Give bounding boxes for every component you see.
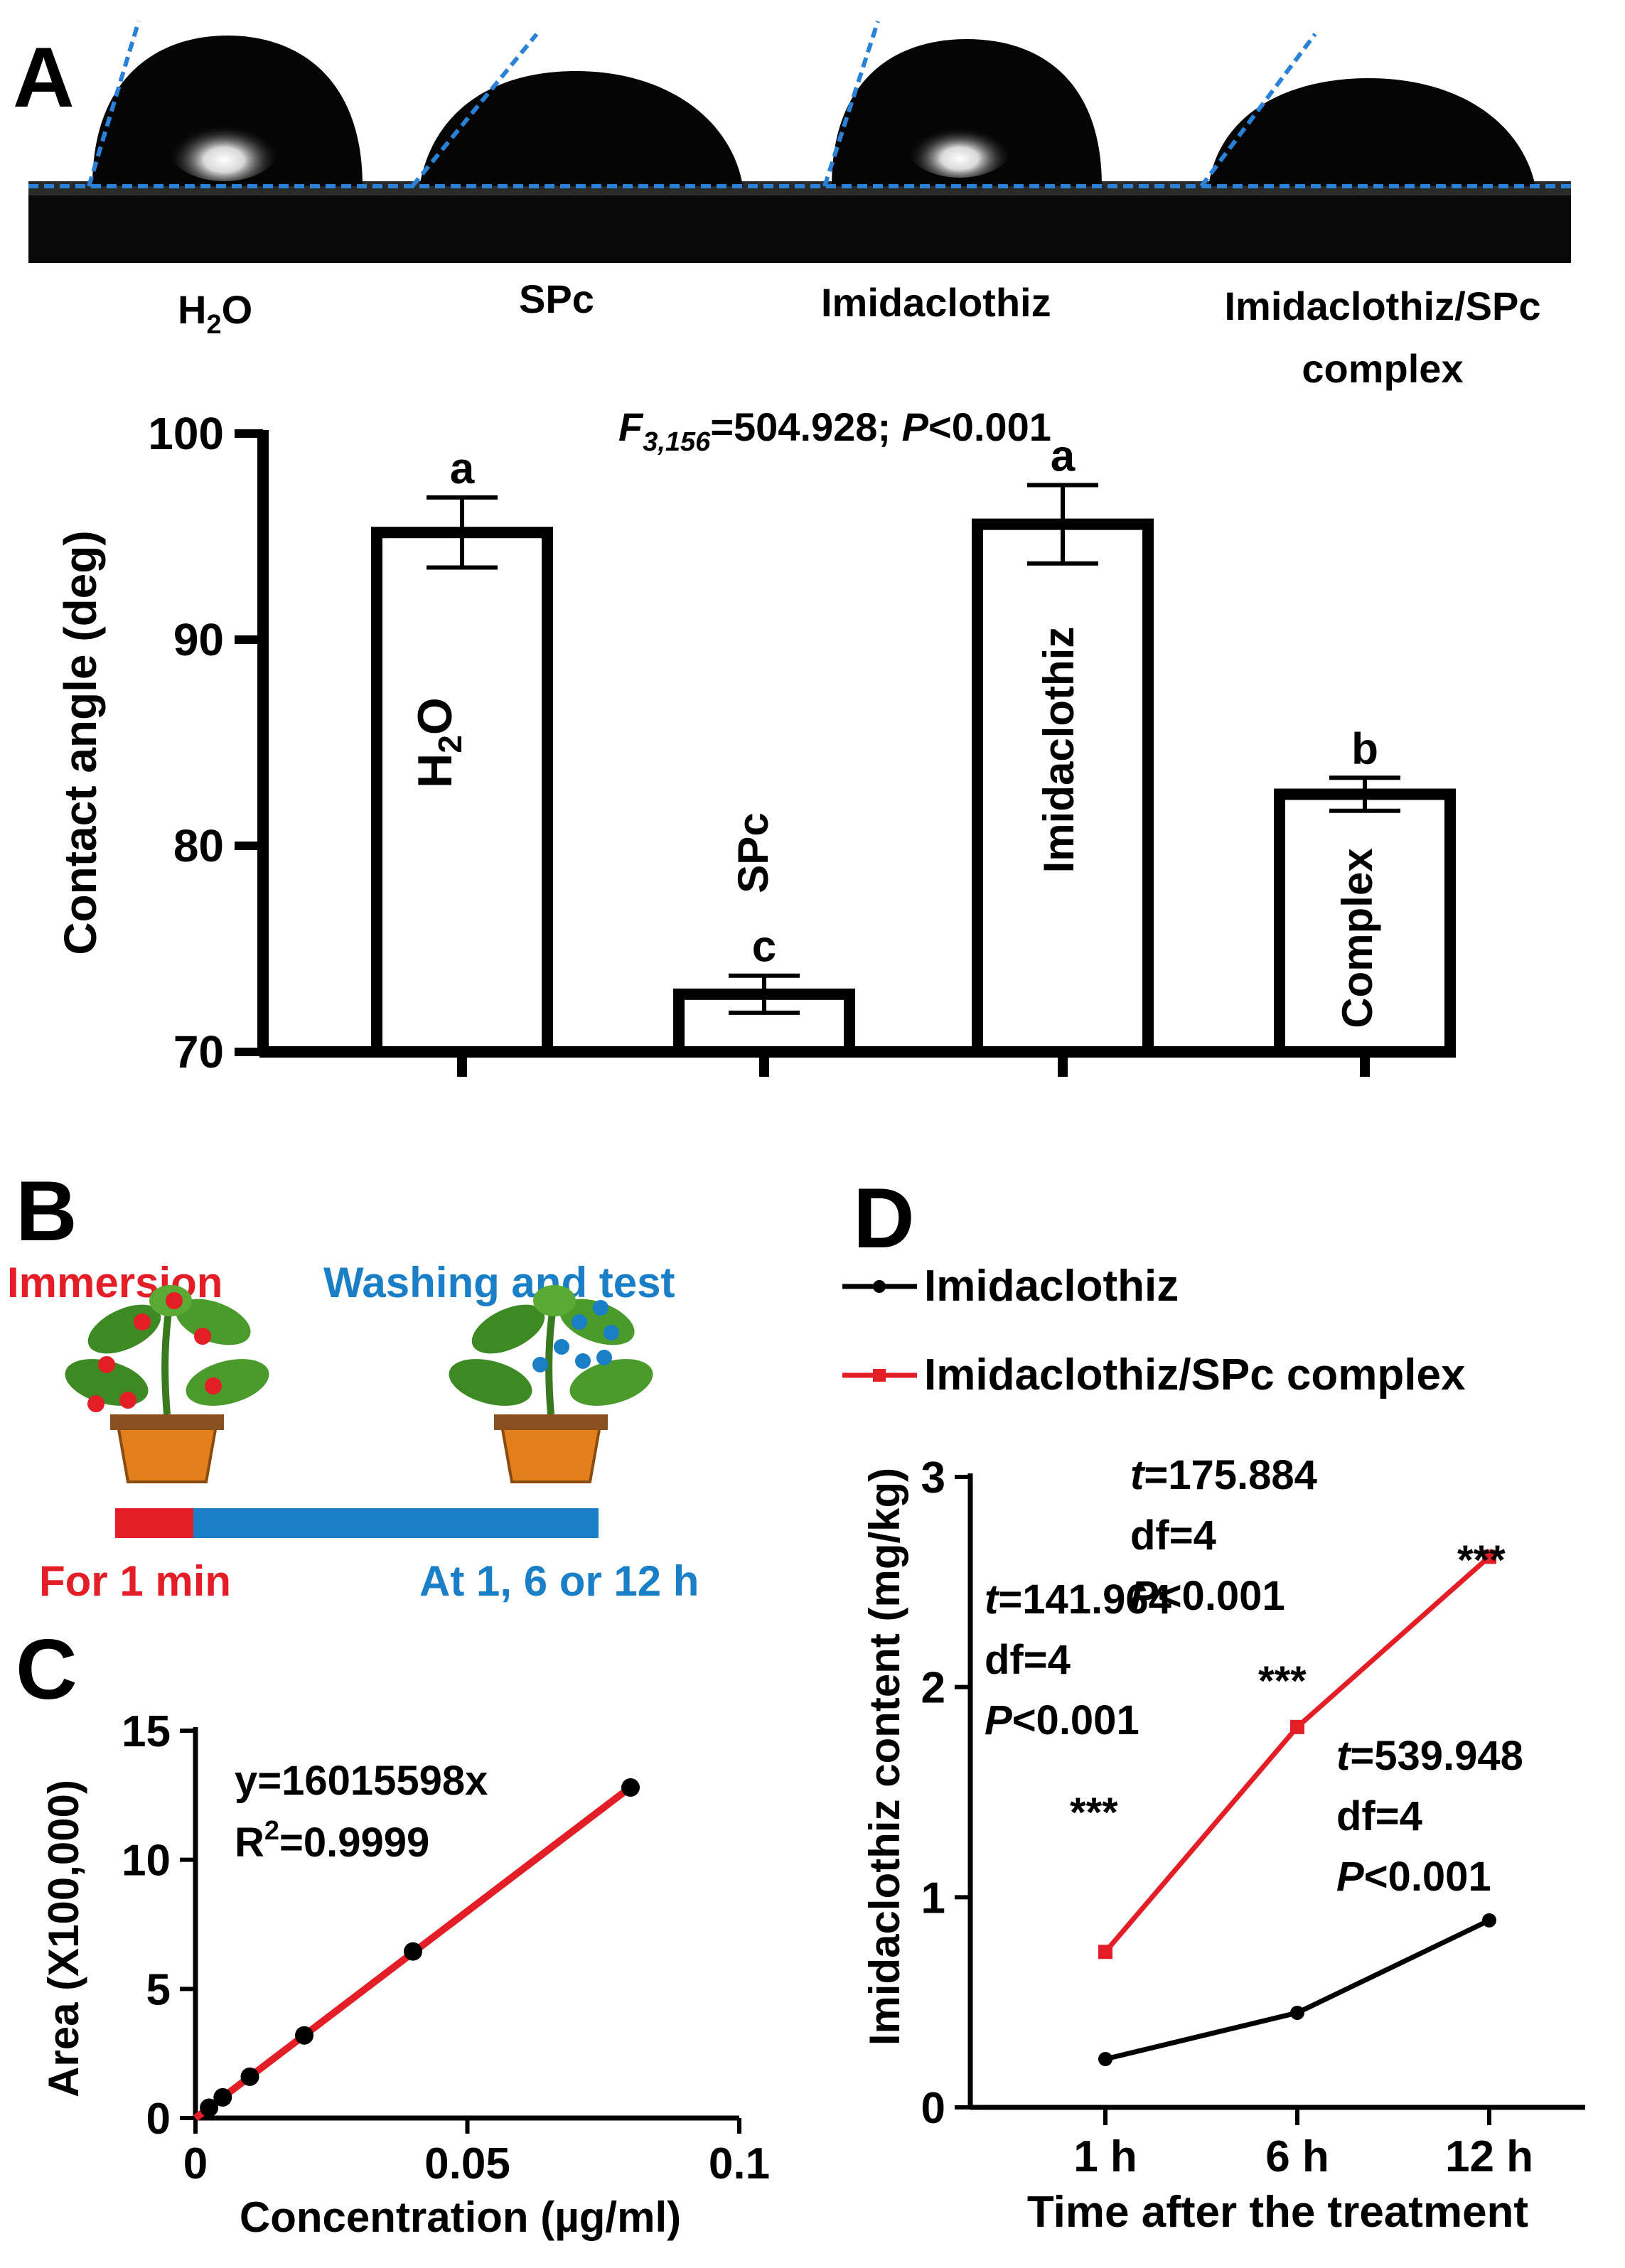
imidaclothiz-content-chart: 0 1 2 3 1 h 6 h 12 h Time after the treatment Im… — [842, 1262, 1585, 2237]
data-point — [200, 2098, 219, 2117]
droplet-label-imidaclothiz: Imidaclothiz — [821, 280, 1051, 325]
x-tick-label: 0 — [183, 2139, 208, 2188]
y-tick-label: 3 — [921, 1453, 945, 1503]
duration-label: For 1 min — [39, 1557, 231, 1605]
data-point — [240, 2067, 259, 2086]
plant-washing-icon — [449, 1285, 653, 1483]
panel-c-letter: C — [16, 1622, 77, 1717]
washing-timebar — [193, 1508, 599, 1538]
panel-b-letter: B — [16, 1163, 77, 1259]
droplet-photo — [28, 21, 1571, 263]
series-point — [1098, 1945, 1112, 1960]
svg-text:***: *** — [1070, 1790, 1118, 1836]
x-tick-label: 6 h — [1265, 2132, 1329, 2181]
svg-text:df=4: df=4 — [1336, 1793, 1422, 1839]
contact-angle-bar-chart: 70 80 90 100 Contact angle (deg) a c a b — [55, 408, 1456, 1077]
svg-text:df=4: df=4 — [985, 1637, 1071, 1683]
series-point — [1290, 1719, 1304, 1734]
svg-text:t=141.964: t=141.964 — [985, 1576, 1171, 1623]
data-point — [295, 2026, 313, 2045]
y-tick-label: 5 — [146, 1965, 171, 2014]
series-point — [1482, 1913, 1496, 1928]
y-tick-label: 0 — [921, 2084, 945, 2133]
calibration-r2: R2=0.9999 — [235, 1816, 429, 1866]
series-line-0 — [1105, 1918, 1491, 2062]
series-point — [1098, 2051, 1112, 2066]
droplet-complex — [1208, 78, 1535, 186]
immersion-timebar — [115, 1508, 193, 1538]
legend-label: Imidaclothiz/SPc complex — [924, 1350, 1466, 1399]
bar-inlabel-imidaclothiz: Imidaclothiz — [1035, 627, 1083, 874]
calibration-equation: y=16015598x — [235, 1758, 488, 1804]
x-axis-label: Concentration (µg/ml) — [240, 2193, 681, 2241]
svg-text:t=175.884: t=175.884 — [1130, 1452, 1317, 1498]
legend-marker — [873, 1369, 886, 1382]
y-tick-label: 10 — [122, 1837, 171, 1886]
bar-Complex — [1274, 788, 1456, 1058]
calibration-curve-chart: 0 5 10 15 0 0.05 0.1 Concentration (µg/ml) Area … — [40, 1707, 770, 2241]
droplet-label-complex-2: complex — [1302, 346, 1463, 391]
significance-letter: a — [1051, 432, 1076, 481]
bar-inlabel-complex: Complex — [1334, 848, 1381, 1028]
data-point — [404, 1942, 422, 1961]
legend-marker — [873, 1280, 886, 1293]
svg-text:***: *** — [1258, 1658, 1307, 1704]
annotation-6h: t=175.884 df=4 P<0.001 *** *** — [1130, 1452, 1506, 1704]
svg-text:P<0.001: P<0.001 — [1336, 1854, 1491, 1900]
y-tick-label: 15 — [122, 1707, 171, 1756]
plant-immersion-icon — [65, 1285, 269, 1483]
annotation-12h: t=539.948 df=4 P<0.001 — [1336, 1733, 1523, 1900]
x-tick-label: 1 h — [1073, 2132, 1137, 2181]
y-tick-label: 0 — [146, 2095, 171, 2144]
bar-H2O — [371, 527, 553, 1058]
svg-text:***: *** — [1457, 1537, 1506, 1584]
timepoints-label: At 1, 6 or 12 h — [419, 1557, 699, 1605]
y-tick-label: 2 — [921, 1664, 945, 1713]
significance-letter: a — [450, 444, 475, 493]
bar-inlabel-h2o: H2O — [408, 697, 468, 788]
annotation-1h: t=141.964 df=4 P<0.001 *** — [985, 1576, 1171, 1836]
legend-label: Imidaclothiz — [924, 1262, 1179, 1311]
droplet-spc — [419, 71, 743, 186]
x-tick-label: 12 h — [1445, 2132, 1533, 2181]
droplet-imidaclothiz — [832, 39, 1102, 186]
panel-d-letter: D — [853, 1171, 915, 1266]
series-point — [1482, 1549, 1496, 1564]
svg-text:P<0.001: P<0.001 — [1130, 1573, 1285, 1619]
svg-text:df=4: df=4 — [1130, 1512, 1216, 1559]
y-axis-label: Contact angle (deg) — [55, 530, 106, 955]
droplet-label-h2o: H2O — [178, 287, 252, 340]
svg-text:P<0.001: P<0.001 — [985, 1697, 1139, 1743]
droplet-label-spc: SPc — [519, 276, 594, 321]
y-tick-label: 70 — [173, 1026, 224, 1077]
anova-stat: F3,156=504.928; P<0.001 — [618, 404, 1051, 457]
y-axis-label: Area (X100,000) — [40, 1780, 87, 2097]
x-tick-label: 0.1 — [709, 2139, 770, 2188]
data-point — [621, 1778, 640, 1797]
x-axis-label: Time after the treatment — [1027, 2188, 1528, 2237]
y-tick-label: 90 — [173, 614, 224, 665]
washing-label: Washing and test — [323, 1259, 675, 1306]
bar-inlabel-spc: SPc — [729, 812, 777, 893]
significance-letter: b — [1351, 724, 1378, 773]
droplet-label-complex-1: Imidaclothiz/SPc — [1225, 284, 1541, 328]
panel-a-letter: A — [13, 30, 75, 125]
data-point — [213, 2087, 232, 2107]
y-tick-label: 1 — [921, 1874, 945, 1923]
y-tick-label: 100 — [148, 408, 224, 459]
series-point — [1290, 2005, 1304, 2020]
x-tick-label: 0.05 — [424, 2139, 510, 2188]
y-axis-label: Imidaclothiz content (mg/kg) — [861, 1468, 908, 2046]
significance-letter: c — [752, 923, 776, 972]
y-tick-label: 80 — [173, 820, 224, 871]
svg-text:t=539.948: t=539.948 — [1336, 1733, 1523, 1779]
